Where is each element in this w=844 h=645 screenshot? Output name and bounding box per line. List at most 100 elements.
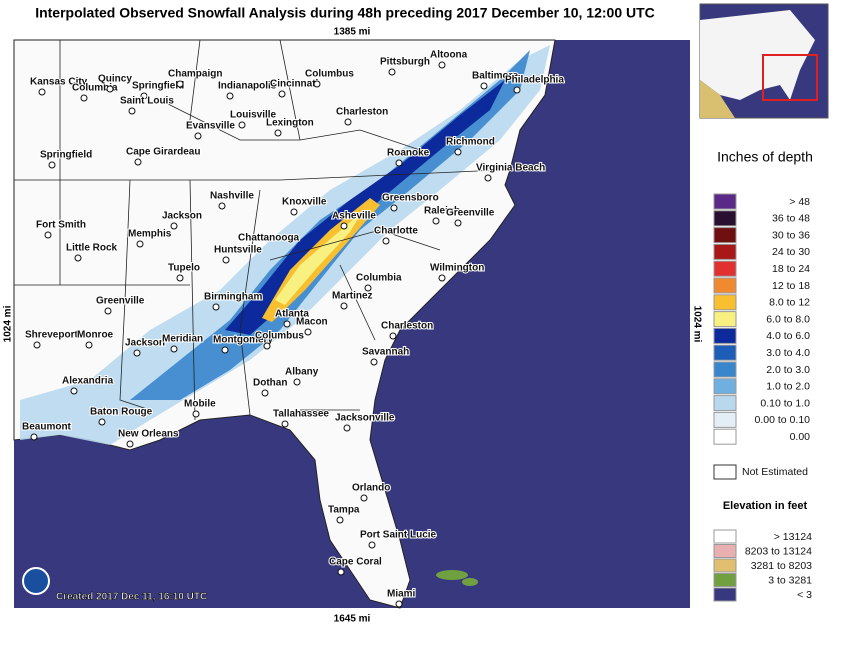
city-label: Fort Smith [36,220,86,231]
elevation-swatch [713,544,737,558]
city-marker [261,389,269,397]
city-marker [368,541,376,549]
city-marker [222,256,230,264]
city-marker [170,345,178,353]
city-label: Cape Coral [329,557,382,568]
city-label: Albany [285,367,319,378]
city-label: Columbus [305,69,354,80]
city-label: Columbus [255,331,304,342]
depth-swatch [713,277,737,294]
depth-swatch [713,428,737,445]
depth-label: 24 to 30 [772,246,810,258]
city-marker [395,159,403,167]
depth-label: 3.0 to 4.0 [766,347,810,359]
city-label: Huntsville [214,245,262,256]
city-marker [170,222,178,230]
elevation-label: 8203 to 13124 [745,545,812,557]
city-marker [134,158,142,166]
city-label: Charlotte [374,226,418,237]
created-note: Created 2017 Dec 11, 16:10 UTC [56,592,207,603]
depth-swatch [713,327,737,344]
depth-label: 18 to 24 [772,263,810,275]
city-label: Indianapolis [218,81,277,92]
city-label: Charleston [336,107,388,118]
depth-swatch [713,227,737,244]
city-marker [364,284,372,292]
depth-label: 0.00 to 0.10 [755,414,811,426]
city-marker [212,303,220,311]
scale-bottom: 1645 mi [334,614,371,625]
scale-top: 1385 mi [334,27,371,38]
city-marker [226,92,234,100]
city-marker [340,302,348,310]
elevation-swatch [713,558,737,573]
elevation-label: 3 to 3281 [768,574,812,586]
city-label: Miami [387,589,416,600]
city-marker [38,88,46,96]
elevation-swatch [713,573,737,587]
city-marker [176,80,184,88]
city-label: Monroe [77,330,114,341]
city-marker [80,94,88,102]
city-label: Meridian [162,334,203,345]
depth-swatch [713,344,737,361]
city-marker [30,433,38,441]
city-marker [70,387,78,395]
city-label: Virginia Beach [476,163,545,174]
city-label: Springfield [40,150,92,161]
city-marker [133,349,141,357]
city-marker [293,378,301,386]
city-label: Birmingham [204,292,262,303]
city-label: Nashville [210,191,254,202]
depth-legend-title: Inches of depth [717,149,813,165]
city-label: Louisville [230,110,277,121]
city-label: Shreveport [25,330,78,341]
scale-left: 1024 mi [3,305,14,342]
city-marker [106,85,114,93]
elevation-swatch [713,529,737,544]
city-label: Baton Rouge [90,407,153,418]
title: Interpolated Observed Snowfall Analysis … [35,5,655,21]
city-marker [263,342,271,350]
islands [436,570,478,586]
city-label: Philadelphia [505,75,564,86]
city-label: Jackson [162,211,202,222]
city-marker [283,320,291,328]
city-marker [484,174,492,182]
elevation-label: > 13124 [774,531,812,543]
city-label: Alexandria [62,376,114,387]
city-label: Dothan [253,378,287,389]
city-label: Greenville [446,208,495,219]
city-label: Pittsburgh [380,57,430,68]
city-marker [98,418,106,426]
depth-label: 1.0 to 2.0 [766,381,810,393]
depth-swatch [713,260,737,277]
city-marker [337,568,345,576]
city-marker [432,217,440,225]
city-marker [140,92,148,100]
depth-swatch [713,311,737,328]
city-label: Memphis [128,229,172,240]
city-label: Wilmington [430,263,484,274]
city-label: Tallahassee [273,409,329,420]
city-label: Orlando [352,483,390,494]
city-label: Roanoke [387,148,430,159]
city-label: Jacksonville [335,413,395,424]
city-label: Quincy [98,74,132,85]
city-marker [44,231,52,239]
city-label: Savannah [362,347,409,358]
city-marker [281,420,289,428]
city-label: Mobile [184,399,216,410]
city-label: Evansville [186,121,235,132]
depth-label: 0.10 to 1.0 [760,397,810,409]
city-marker [85,341,93,349]
city-label: Springfield [132,81,184,92]
city-marker [238,121,246,129]
inset-map [699,3,829,119]
city-label: Columbia [356,273,402,284]
city-marker [136,240,144,248]
city-label: Saint Louis [120,96,174,107]
depth-label: 6.0 to 8.0 [766,313,810,325]
city-marker [454,148,462,156]
